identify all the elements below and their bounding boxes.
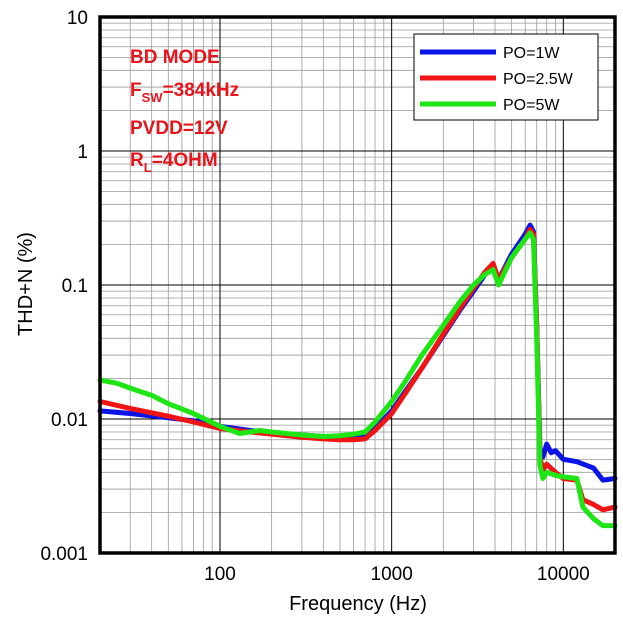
- y-tick-label: 1: [77, 142, 88, 163]
- annotation-rl-sub: L: [144, 160, 152, 175]
- y-tick-label: 0.01: [51, 410, 88, 431]
- annotation-fsw-main: F: [130, 80, 142, 101]
- annotation-rl-value: =4OHM: [152, 150, 218, 171]
- test-conditions-annotation: BD MODE FSW=384kHz PVDD=12V RL=4OHM: [130, 47, 239, 175]
- legend-label-po-5w: PO=5W: [503, 97, 560, 114]
- y-tick-label: 0.001: [40, 544, 88, 565]
- series-layer: [97, 222, 618, 529]
- legend-label-po-2-5w: PO=2.5W: [503, 71, 574, 88]
- annotation-fsw-value: =384kHz: [163, 80, 240, 101]
- x-tick-labels: 100 1000 10000: [204, 564, 590, 585]
- y-axis-label: THD+N (%): [15, 232, 37, 336]
- y-tick-label: 10: [67, 8, 88, 29]
- annotation-fsw: FSW=384kHz: [130, 80, 239, 105]
- plot-frame: [98, 15, 617, 555]
- x-axis-label: Frequency (Hz): [289, 593, 427, 615]
- annotation-fsw-sub: SW: [142, 90, 164, 105]
- y-tick-label: 0.1: [62, 276, 88, 297]
- annotation-rl-main: R: [130, 150, 144, 171]
- annotation-pvdd: PVDD=12V: [130, 118, 228, 139]
- legend-label-po-1w: PO=1W: [503, 45, 560, 62]
- annotation-mode: BD MODE: [130, 47, 220, 68]
- legend: PO=1W PO=2.5W PO=5W: [413, 33, 599, 121]
- x-tick-label: 1000: [371, 564, 413, 585]
- series-line-po-5w: [97, 230, 618, 529]
- x-tick-label: 10000: [537, 564, 590, 585]
- x-tick-label: 100: [204, 564, 236, 585]
- annotation-rl: RL=4OHM: [130, 150, 218, 175]
- y-tick-labels: 0.001 0.01 0.1 1 10: [40, 8, 88, 565]
